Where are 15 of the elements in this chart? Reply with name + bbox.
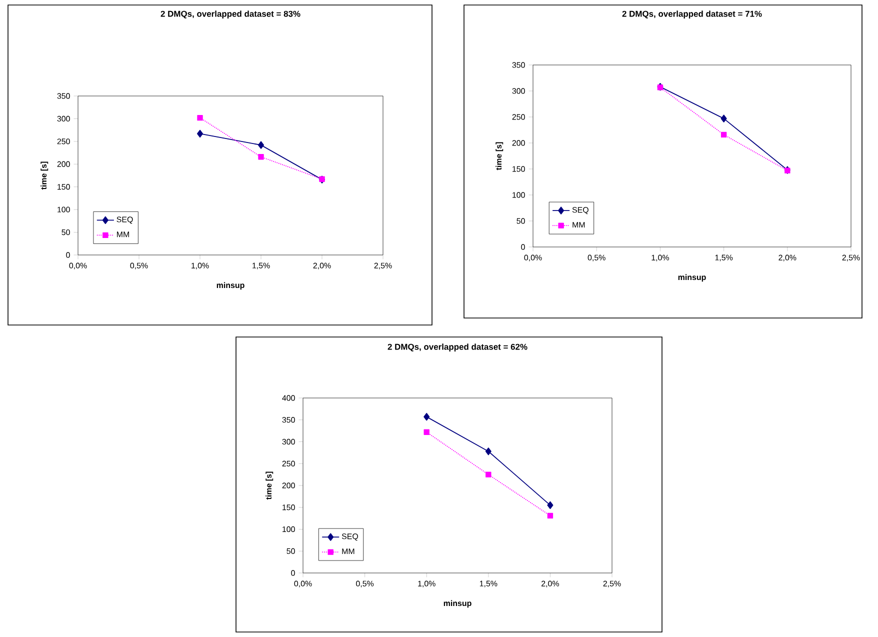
point [258,141,264,149]
point [720,132,727,138]
chart-title: 2 DMQs, overlapped dataset = 83% [160,10,300,18]
point [197,114,203,121]
point [197,130,204,138]
chart-title: 2 DMQs, overlapped dataset = 71% [622,10,762,18]
point [485,448,492,456]
point [424,429,430,435]
chart-title: 2 DMQs, overlapped dataset = 62% [388,344,528,352]
point [547,501,554,510]
point [720,114,727,122]
point [547,512,554,519]
point [486,472,492,478]
point [258,154,264,160]
point [424,412,430,421]
